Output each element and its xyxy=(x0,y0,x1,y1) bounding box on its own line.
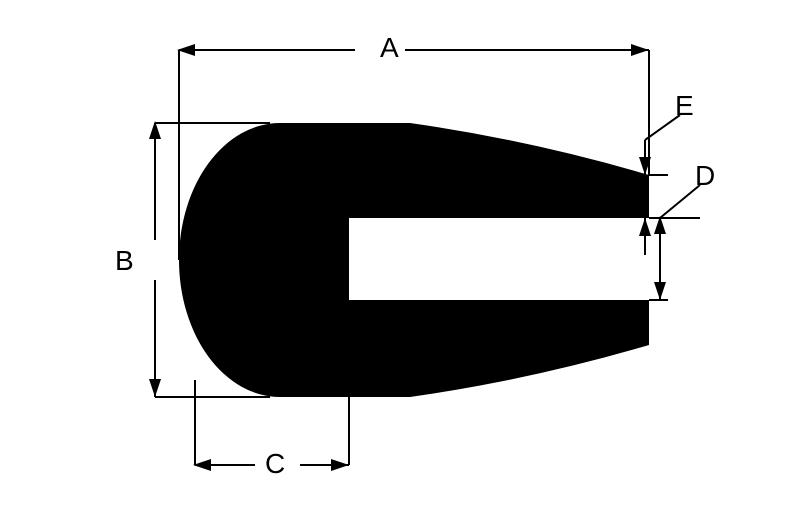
label-a: A xyxy=(380,32,399,64)
label-d: D xyxy=(695,160,715,192)
label-b: B xyxy=(115,245,134,277)
label-e: E xyxy=(675,90,694,122)
label-c: C xyxy=(265,448,285,480)
cross-section-shape xyxy=(179,123,649,397)
dimension-d xyxy=(649,185,700,300)
dimension-e xyxy=(645,115,680,255)
